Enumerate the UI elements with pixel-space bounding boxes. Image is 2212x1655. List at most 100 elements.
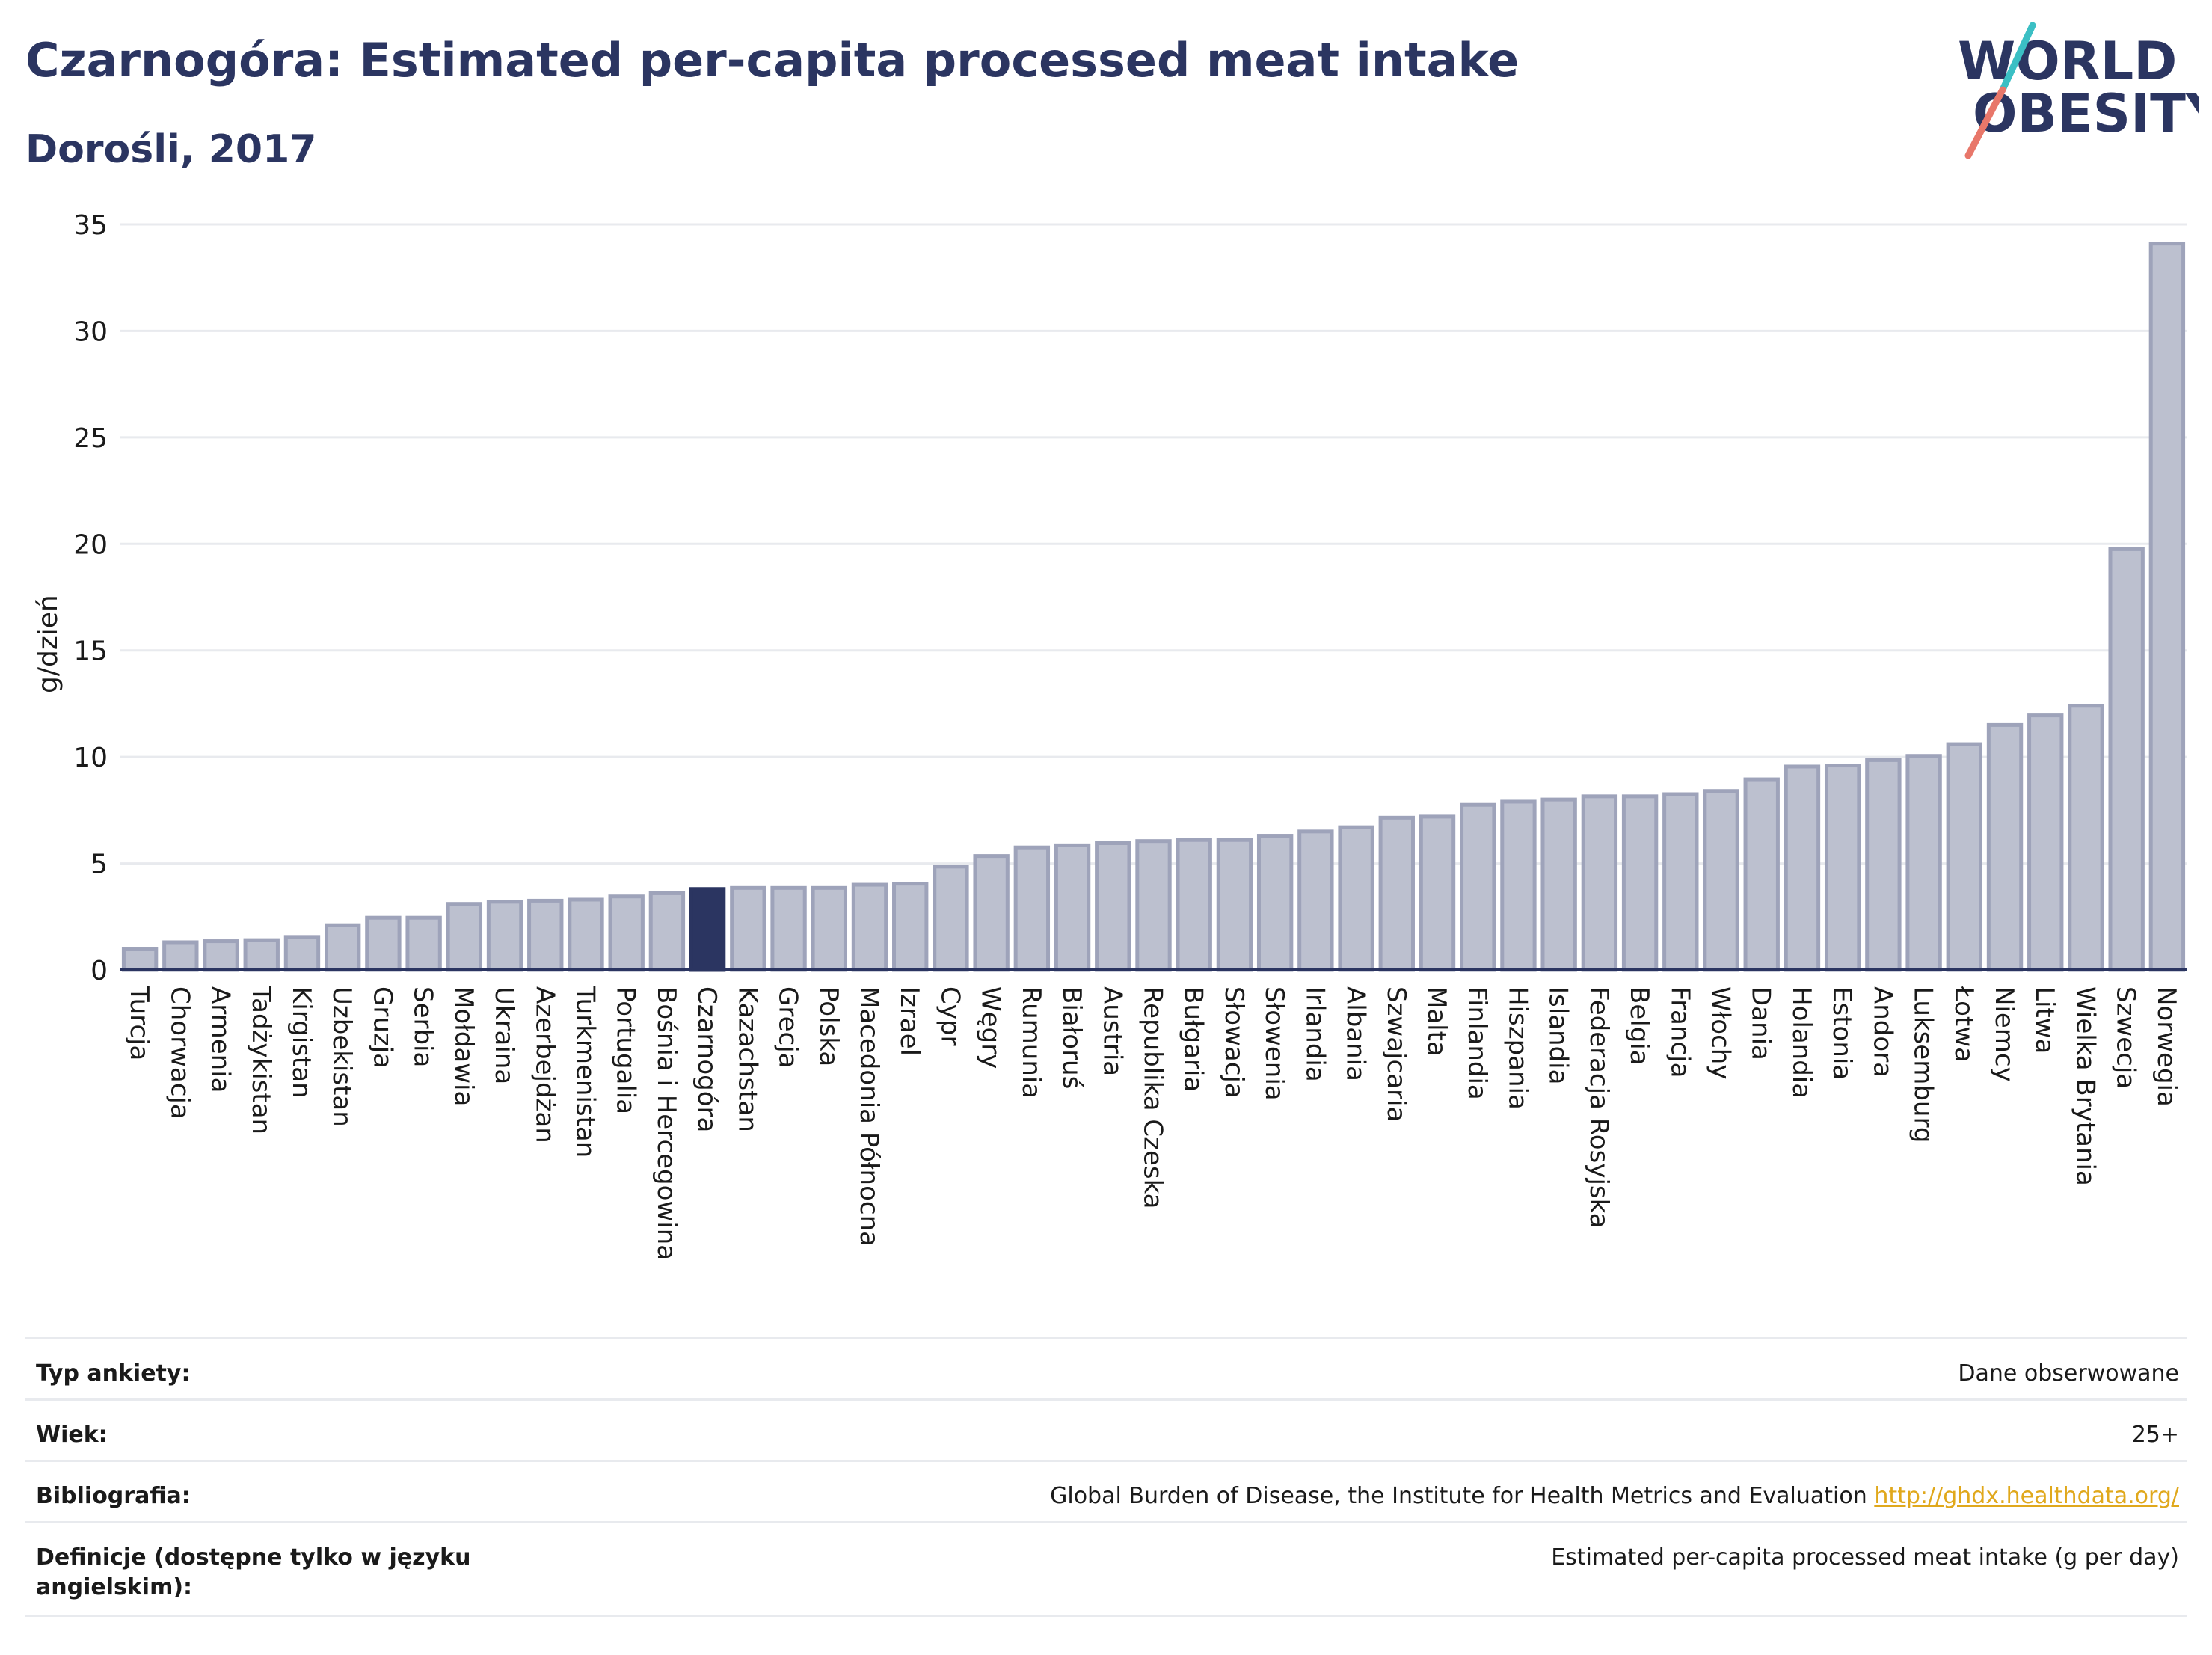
logo-slash-coral [1964,86,2006,159]
bar [811,885,847,972]
bar [1703,789,1739,972]
bar [1256,834,1294,972]
x-tick-label: Słowacja [1219,986,1249,1099]
x-tick-label: Islandia [1543,986,1573,1084]
x-tick-label: Andora [1867,986,1897,1078]
info-row-survey-type: Typ ankiety: Dane obserwowane [25,1337,2187,1398]
bar [1135,839,1172,972]
x-tick-label: Chorwacja [165,986,194,1120]
info-table: Typ ankiety: Dane obserwowane Wiek: 25+ … [25,1337,2187,1617]
bar [2108,547,2145,972]
x-tick-label: Czarnogóra [692,986,722,1132]
info-value: Global Burden of Disease, the Institute … [1050,1483,1867,1509]
y-axis-title: g/dzień [33,595,64,693]
bar [1662,792,1699,972]
x-tick-label: Grecja [773,986,803,1068]
bar [1216,838,1253,972]
source-link[interactable]: http://ghdx.healthdata.org/ [1874,1483,2179,1509]
x-tick-label: Albania [1341,986,1371,1081]
x-tick-label: Macedonia Północna [854,986,884,1247]
x-tick-label: Łotwa [1949,986,1979,1063]
info-value: Estimated per-capita processed meat inta… [1551,1544,2179,1570]
x-tick-label: Białoruś [1057,986,1087,1089]
bar [325,923,361,972]
bar [1378,815,1415,972]
x-tick-label: Belgia [1624,986,1654,1066]
bar [1784,764,1821,972]
bar [121,947,159,972]
info-label: Definicje (dostępne tylko w języku angie… [36,1544,471,1600]
bar [243,938,280,972]
bar [1013,845,1051,972]
x-tick-label: Kirgistan [286,986,316,1099]
x-tick-label: Portugalia [611,986,641,1114]
logo-line1: WORLD [1958,31,2177,92]
x-tick-label: Słowenia [1259,986,1289,1101]
x-tick-label: Kazachstan [732,986,762,1132]
bar [568,897,604,972]
x-tick-label: Polska [814,986,844,1066]
info-row-bibliography: Bibliografia: Global Burden of Disease, … [25,1460,2187,1521]
bar-chart: 0 5 10 15 20 25 30 35 g/dzień Turcja Chorwacja Arme… [33,210,2187,1260]
bar [162,940,199,972]
bar [1419,814,1456,972]
x-tick-label: Tadżykistan [246,986,276,1134]
x-tick-label: Mołdawia [449,986,479,1106]
x-tick-label: Francja [1665,986,1695,1078]
x-tick-label: Irlandia [1300,986,1330,1082]
bar [1743,777,1780,972]
x-tick-label: Bośnia i Hercegowina [651,986,681,1260]
x-tick-label: Azerbejdżan [529,986,559,1143]
bar [1824,764,1861,972]
bar [365,915,402,972]
bar [1095,841,1131,972]
x-tick-label: Malta [1422,986,1451,1057]
bar [203,939,239,972]
x-tick-label: Republika Czeska [1138,986,1168,1209]
x-tick-label: Federacja Rosyjska [1584,986,1614,1229]
bar [689,887,726,972]
y-tick-label: 0 [90,956,108,986]
x-tick-label: Turcja [124,986,154,1060]
info-row-age: Wiek: 25+ [25,1398,2187,1460]
bar [283,935,321,972]
info-value-group: Global Burden of Disease, the Institute … [1050,1481,2179,1511]
bar [851,882,888,972]
bar [1297,829,1334,972]
bar [2148,242,2186,972]
y-tick-label: 20 [73,529,108,560]
bar [1460,802,1496,972]
bar [405,915,442,972]
info-row-definitions: Definicje (dostępne tylko w języku angie… [25,1521,2187,1617]
bar [1621,794,1659,972]
y-tick-label: 15 [73,636,108,667]
x-tick-label: Holandia [1787,986,1816,1099]
bar [973,854,1010,972]
info-label: Wiek: [36,1422,108,1448]
bar [770,885,807,972]
y-tick-label: 25 [73,423,108,454]
bar [1581,794,1618,972]
bar [608,894,645,972]
x-tick-label: Wielka Brytania [2070,986,2100,1186]
x-tick-label: Bułgaria [1179,986,1208,1092]
logo-slash-teal [1999,22,2036,93]
bar [1986,722,2024,972]
x-tick-label: Luksemburg [1908,986,1938,1143]
x-tick-label: Ukraina [489,986,519,1084]
bar [1176,838,1212,972]
x-tick-label: Finlandia [1462,986,1492,1100]
x-tick-label: Austria [1097,986,1127,1076]
logo-line2: OBESITY [1973,83,2199,144]
info-value: 25+ [2131,1422,2179,1448]
bar [730,885,766,972]
y-tick-label: 30 [73,316,108,347]
bar [2068,704,2104,972]
bar [892,882,929,972]
x-tick-label: Estonia [1827,986,1857,1080]
bar [933,865,969,972]
info-label: Bibliografia: [36,1483,191,1509]
x-tick-label: Niemcy [1989,986,2019,1082]
bar [1338,825,1374,972]
x-tick-label: Hiszpania [1502,986,1532,1110]
